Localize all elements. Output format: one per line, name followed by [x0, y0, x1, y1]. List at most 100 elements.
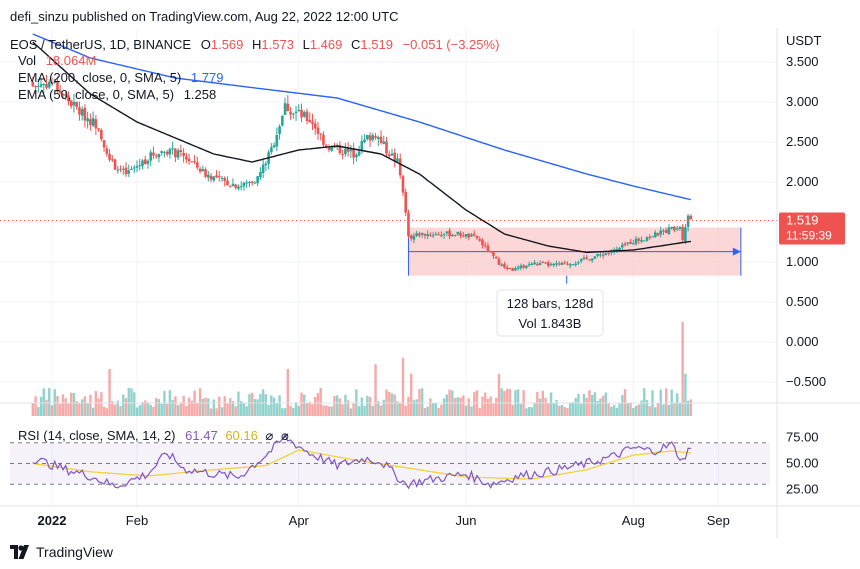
volume-bar: [198, 388, 202, 416]
volume-bar: [341, 404, 344, 416]
volume-bar: [648, 406, 651, 416]
footer: TradingView: [0, 538, 860, 569]
volume-bar: [78, 402, 81, 416]
range-info-label: 128 bars, 128d Vol 1.843B: [496, 289, 604, 337]
symbol-legend: EOS / TetherUS, 1D, BINANCE O1.569 H1.57…: [10, 37, 499, 102]
range-tool[interactable]: [407, 227, 742, 284]
volume-bar: [434, 403, 438, 416]
candle-body: [467, 233, 471, 238]
candle-body: [209, 175, 213, 180]
volume-bar: [409, 373, 413, 416]
candle-body: [272, 145, 276, 148]
candle-body: [396, 158, 399, 162]
brand[interactable]: TradingView: [10, 544, 113, 560]
price-tick-label: 2.000: [786, 174, 819, 189]
candle-body: [50, 82, 54, 84]
volume-bar: [152, 406, 155, 416]
volume-bar: [94, 391, 98, 416]
volume-bar: [503, 391, 506, 416]
volume-bar: [196, 403, 199, 416]
ema50-value: 1.258: [184, 87, 217, 102]
candle-body: [75, 101, 78, 108]
candle-body: [196, 162, 199, 168]
volume-bar: [511, 404, 514, 416]
volume-bar: [462, 395, 465, 416]
candle-body: [588, 259, 591, 261]
candle-body: [316, 127, 320, 134]
price-tick-label: 0.000: [786, 334, 819, 349]
rsi-pane: [10, 433, 770, 490]
candle-body: [163, 151, 166, 153]
candle-body: [204, 169, 207, 177]
volume-bar: [56, 396, 59, 416]
volume-bar: [656, 402, 660, 416]
candle-body: [56, 80, 59, 92]
candle-body: [130, 168, 133, 170]
candle-body: [61, 93, 65, 96]
candle-body: [187, 158, 191, 162]
volume-bar: [338, 398, 342, 416]
volume-bar: [226, 403, 229, 416]
candle-body: [179, 150, 183, 152]
volume-bar: [333, 396, 336, 416]
svg-text:EMA (200, close, 0, SMA, 5): EMA (200, close, 0, SMA, 5) 1.779: [18, 70, 223, 85]
volume-bar: [470, 406, 473, 416]
candle-body: [483, 244, 487, 246]
candle-body: [223, 177, 227, 181]
volume-bar: [141, 401, 144, 416]
candle-body: [494, 256, 498, 259]
candle-body: [662, 230, 665, 232]
candle-body: [549, 264, 553, 266]
candle-body: [352, 149, 355, 158]
candle-body: [261, 164, 265, 173]
chart-svg[interactable]: 3.5003.0002.5002.0001.5001.0000.5000.000…: [0, 28, 860, 538]
volume-bar: [174, 396, 177, 416]
volume-bar: [585, 397, 588, 416]
candle-body: [675, 228, 679, 230]
volume-bar: [478, 408, 481, 416]
candle-body: [481, 239, 484, 246]
candle-body: [445, 231, 449, 234]
candle-body: [366, 134, 369, 140]
volume-bar: [431, 403, 435, 416]
volume-bar: [536, 391, 539, 416]
candle-body: [390, 153, 394, 156]
price-axis-currency: USDT: [786, 33, 821, 48]
volume-bar: [330, 406, 333, 416]
candle-body: [124, 167, 128, 175]
candle-body: [651, 236, 654, 238]
candle-body: [659, 230, 663, 235]
candle-body: [489, 251, 493, 253]
volume-bar: [393, 394, 396, 416]
svg-text:EMA (50, close, 0, SMA, 5): EMA (50, close, 0, SMA, 5) 1.258: [18, 87, 216, 102]
volume-bar: [124, 398, 128, 416]
candle-body: [407, 212, 410, 237]
svg-text:Vol 18.064M: Vol 18.064M: [18, 53, 96, 68]
candle-body: [563, 262, 567, 264]
candle-body: [451, 234, 454, 237]
volume-bar: [61, 394, 65, 416]
volume-bar: [37, 406, 40, 416]
candle-body: [31, 82, 35, 87]
volume-bar: [453, 397, 457, 416]
candle-body: [206, 174, 210, 178]
chart-background: [0, 28, 860, 538]
candle-body: [631, 243, 635, 245]
candle-body: [376, 137, 380, 140]
volume-bar: [119, 405, 122, 416]
volume-bar: [157, 399, 161, 416]
candle-body: [615, 249, 619, 251]
volume-bar: [212, 399, 215, 416]
price-change: −0.051 (−3.25%): [403, 37, 500, 52]
volume-bar: [171, 399, 174, 416]
candle-body: [415, 233, 418, 237]
rsi-label: RSI (14, close, SMA, 14, 2): [18, 428, 176, 443]
volume-bar: [283, 408, 287, 416]
rsi-flag-2: ⌀: [281, 428, 289, 443]
candle-body: [42, 83, 46, 86]
volume-bar: [549, 392, 553, 416]
volume-bar: [593, 392, 597, 416]
candle-body: [368, 135, 372, 141]
ema200-line: [32, 33, 692, 201]
volume-bar: [464, 405, 468, 416]
